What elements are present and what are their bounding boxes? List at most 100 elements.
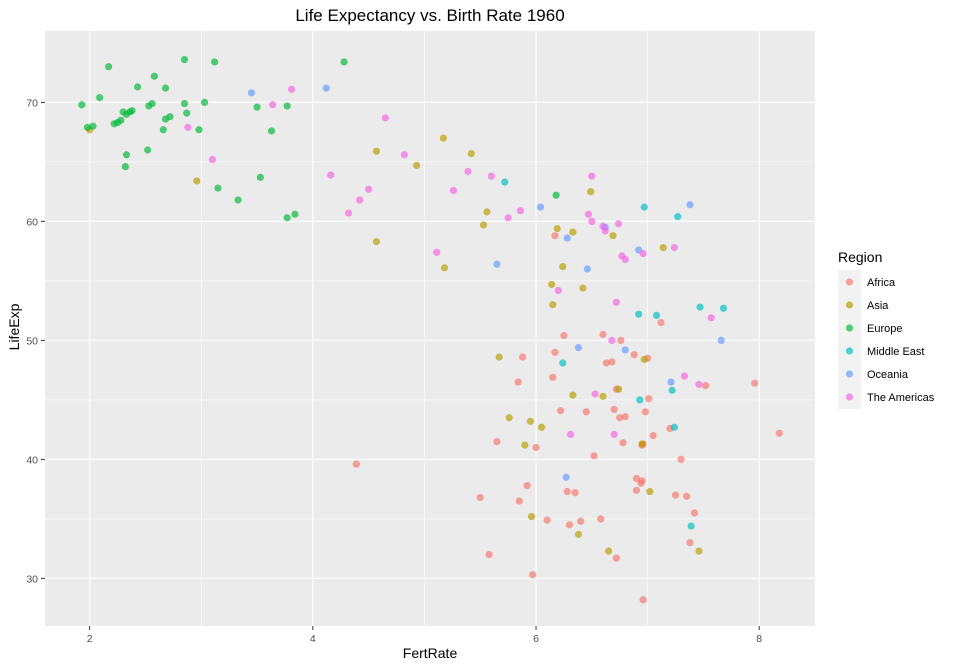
point-africa xyxy=(565,521,574,529)
legend-label-africa: Africa xyxy=(867,277,896,289)
point-africa xyxy=(529,571,537,579)
point-africa xyxy=(590,452,598,460)
point-africa xyxy=(686,539,694,547)
point-africa xyxy=(563,487,571,496)
point-the-americas xyxy=(504,214,512,222)
point-asia xyxy=(193,177,201,185)
point-the-americas xyxy=(365,185,373,193)
point-africa xyxy=(619,439,627,447)
point-africa xyxy=(632,474,641,483)
point-oceania xyxy=(686,201,694,209)
point-the-americas xyxy=(184,123,192,131)
point-oceania xyxy=(322,84,330,92)
point-europe xyxy=(214,184,222,192)
point-africa xyxy=(519,353,527,361)
point-oceania xyxy=(563,234,571,242)
point-africa xyxy=(671,491,680,499)
point-asia xyxy=(614,385,623,393)
legend-label-the-americas: The Americas xyxy=(867,392,935,404)
point-europe xyxy=(148,99,156,108)
point-africa xyxy=(702,382,710,390)
point-the-americas xyxy=(356,196,364,204)
point-europe xyxy=(121,163,129,171)
point-africa xyxy=(515,497,523,505)
point-middle-east xyxy=(674,213,682,221)
point-asia xyxy=(587,188,595,196)
point-the-americas xyxy=(554,286,562,295)
point-middle-east xyxy=(501,178,509,186)
point-middle-east xyxy=(635,310,643,318)
point-the-americas xyxy=(614,220,623,228)
point-africa xyxy=(751,379,759,387)
point-africa xyxy=(551,348,559,356)
point-africa xyxy=(352,460,360,468)
point-africa xyxy=(610,405,618,414)
point-africa xyxy=(514,378,522,386)
point-europe xyxy=(340,58,348,66)
point-oceania xyxy=(493,260,501,268)
legend-key-background xyxy=(838,270,861,409)
point-asia xyxy=(579,284,587,292)
x-tick-label: 8 xyxy=(756,633,762,645)
point-middle-east xyxy=(670,423,678,431)
point-africa xyxy=(560,332,568,340)
point-the-americas xyxy=(567,430,575,439)
legend-label-asia: Asia xyxy=(867,300,889,312)
point-asia xyxy=(553,224,561,233)
point-africa xyxy=(523,481,531,490)
point-africa xyxy=(608,358,616,366)
point-africa xyxy=(582,408,590,416)
point-europe xyxy=(78,101,86,109)
y-tick-label: 50 xyxy=(26,335,38,347)
point-oceania xyxy=(583,265,591,273)
legend-label-middle-east: Middle East xyxy=(867,346,924,358)
point-the-americas xyxy=(695,380,703,389)
point-middle-east xyxy=(559,359,567,367)
point-asia xyxy=(609,232,617,240)
point-the-americas xyxy=(344,209,353,217)
point-africa xyxy=(543,516,551,524)
point-africa xyxy=(599,330,607,339)
point-the-americas xyxy=(487,172,495,180)
point-middle-east xyxy=(696,303,704,311)
point-asia xyxy=(479,221,488,229)
point-the-americas xyxy=(707,314,715,322)
point-europe xyxy=(150,72,158,80)
point-europe xyxy=(83,123,92,131)
grid-lines xyxy=(45,31,815,626)
point-africa xyxy=(612,554,620,562)
point-oceania xyxy=(536,203,545,211)
point-the-americas xyxy=(400,151,408,159)
legend-title: Region xyxy=(838,249,882,265)
point-asia xyxy=(440,264,449,272)
point-europe xyxy=(234,196,242,204)
point-the-americas xyxy=(588,217,596,225)
legend-label-europe: Europe xyxy=(867,323,902,335)
point-europe xyxy=(117,116,125,124)
point-oceania xyxy=(574,343,583,352)
y-axis-title: LifeExp xyxy=(6,303,22,350)
point-africa xyxy=(616,414,624,422)
point-africa xyxy=(630,351,638,359)
point-africa xyxy=(677,455,685,463)
point-africa xyxy=(597,515,605,523)
legend-key-asia xyxy=(845,301,854,309)
point-asia xyxy=(527,512,536,521)
point-europe xyxy=(128,107,136,115)
y-tick-label: 30 xyxy=(26,573,38,585)
point-africa xyxy=(617,336,625,344)
point-the-americas xyxy=(680,372,689,380)
x-tick-label: 6 xyxy=(533,633,539,645)
point-europe xyxy=(144,146,152,154)
point-europe xyxy=(105,63,113,71)
point-africa xyxy=(549,373,557,381)
legend-label-oceania: Oceania xyxy=(867,369,909,381)
point-asia xyxy=(521,441,529,449)
point-oceania xyxy=(667,378,675,386)
point-oceania xyxy=(621,346,629,354)
point-asia xyxy=(569,391,577,399)
point-europe xyxy=(180,99,189,108)
point-the-americas xyxy=(612,298,620,306)
point-asia xyxy=(495,353,503,361)
